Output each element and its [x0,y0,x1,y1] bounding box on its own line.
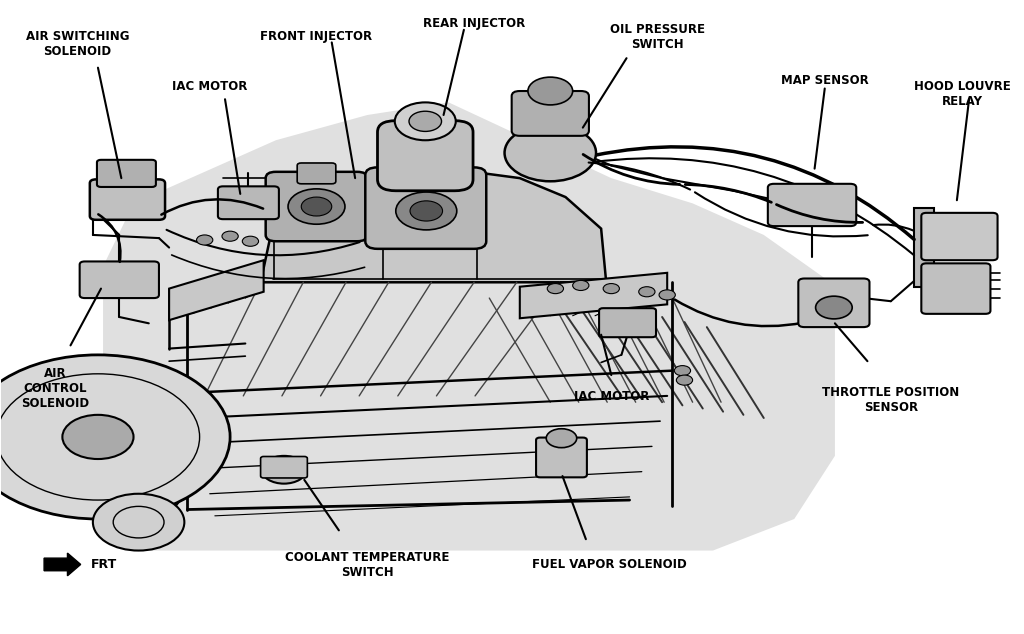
Text: IAC MOTOR: IAC MOTOR [573,389,649,403]
Circle shape [572,280,589,290]
Text: AIR SWITCHING
SOLENOID: AIR SWITCHING SOLENOID [26,30,129,58]
Circle shape [222,231,239,242]
FancyBboxPatch shape [599,308,656,337]
FancyBboxPatch shape [90,179,165,220]
Circle shape [301,197,332,216]
Circle shape [546,429,577,448]
Text: FRT: FRT [91,558,117,571]
Polygon shape [44,553,81,576]
FancyBboxPatch shape [218,186,279,219]
Circle shape [639,287,655,297]
FancyBboxPatch shape [922,213,997,260]
Circle shape [815,296,852,319]
Circle shape [410,201,442,221]
Circle shape [547,283,563,294]
Circle shape [396,192,457,230]
Circle shape [395,102,456,140]
Circle shape [0,355,230,519]
Circle shape [603,283,620,294]
FancyBboxPatch shape [97,160,156,187]
FancyBboxPatch shape [922,263,990,314]
FancyBboxPatch shape [799,278,869,327]
FancyBboxPatch shape [297,163,336,184]
Circle shape [197,235,213,245]
Text: OIL PRESSURE
SWITCH: OIL PRESSURE SWITCH [609,23,705,51]
Text: AIR
CONTROL
SOLENOID: AIR CONTROL SOLENOID [22,368,89,410]
Circle shape [659,290,675,300]
FancyBboxPatch shape [366,167,486,249]
Circle shape [676,375,692,385]
FancyBboxPatch shape [768,184,856,226]
FancyBboxPatch shape [537,437,587,477]
FancyBboxPatch shape [260,456,307,478]
Circle shape [62,415,133,459]
Text: FRONT INJECTOR: FRONT INJECTOR [260,30,373,42]
Text: COOLANT TEMPERATURE
SWITCH: COOLANT TEMPERATURE SWITCH [285,550,450,579]
FancyBboxPatch shape [80,261,159,298]
Text: MAP SENSOR: MAP SENSOR [781,74,868,87]
Text: REAR INJECTOR: REAR INJECTOR [423,17,525,30]
FancyBboxPatch shape [512,91,589,136]
Circle shape [93,494,184,550]
FancyBboxPatch shape [378,120,473,191]
Circle shape [261,456,306,484]
Polygon shape [260,169,606,282]
Circle shape [288,189,345,224]
Circle shape [528,77,572,105]
Circle shape [243,236,259,246]
Circle shape [675,366,690,376]
Polygon shape [520,273,668,318]
Polygon shape [103,102,835,550]
Text: FUEL VAPOR SOLENOID: FUEL VAPOR SOLENOID [531,558,687,571]
Circle shape [505,124,596,181]
Circle shape [409,111,441,131]
Text: HOOD LOUVRE
RELAY: HOOD LOUVRE RELAY [913,81,1011,108]
Text: THROTTLE POSITION
SENSOR: THROTTLE POSITION SENSOR [822,387,959,415]
Polygon shape [169,260,263,320]
FancyBboxPatch shape [914,209,934,287]
Text: IAC MOTOR: IAC MOTOR [172,81,248,93]
FancyBboxPatch shape [265,172,368,242]
